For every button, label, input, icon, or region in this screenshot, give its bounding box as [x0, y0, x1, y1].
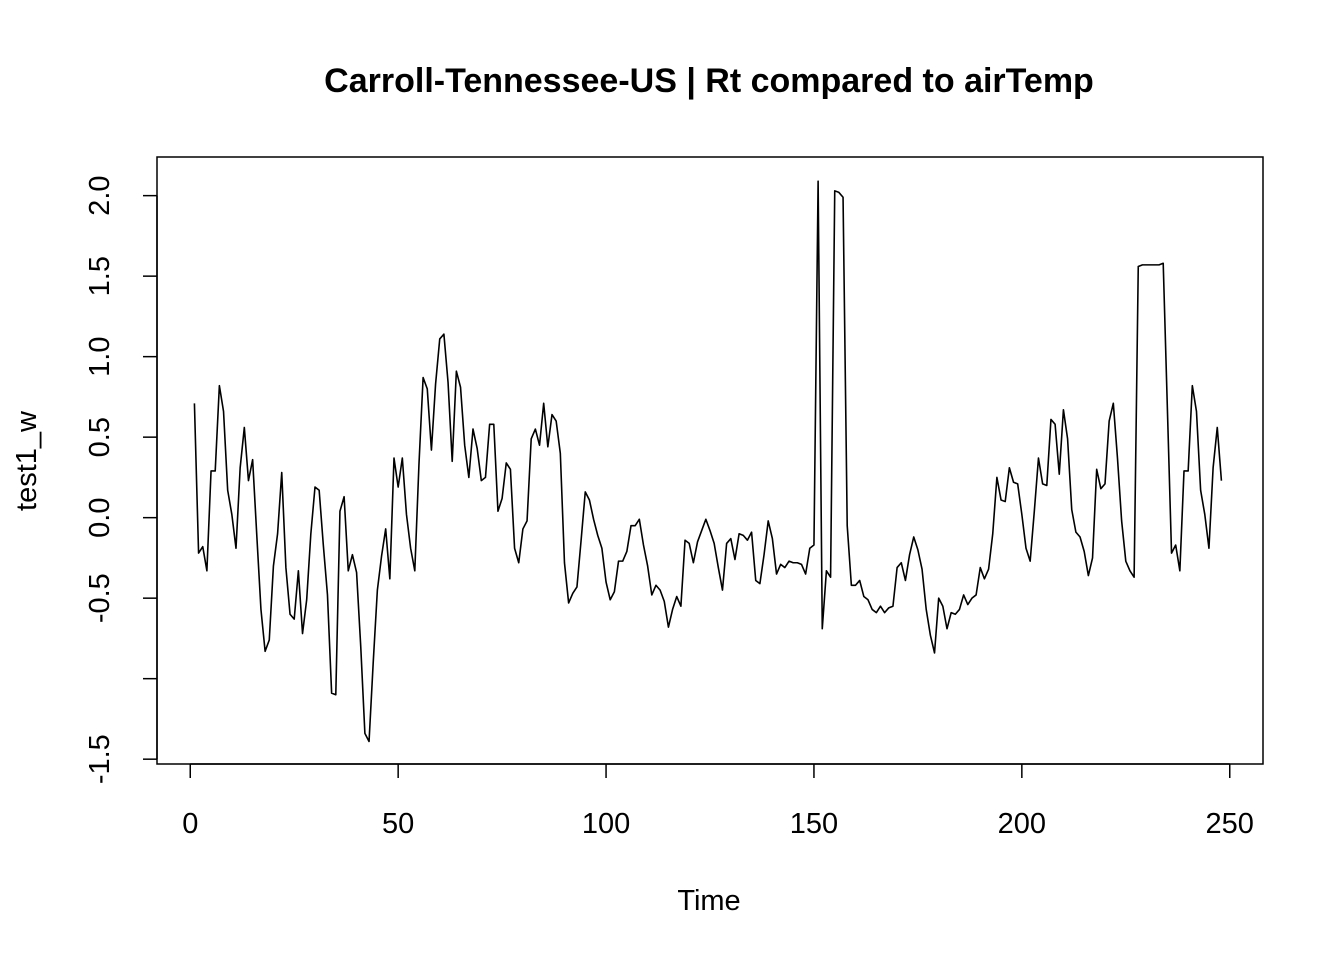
y-tick-label: 1.5 — [84, 256, 116, 296]
x-tick-label: 0 — [182, 808, 198, 840]
y-axis-label: test1_w — [11, 410, 43, 511]
x-tick-label: 150 — [790, 808, 838, 840]
y-tick-label: 1.0 — [84, 336, 116, 376]
x-tick-label: 250 — [1206, 808, 1254, 840]
x-tick-label: 50 — [382, 808, 414, 840]
x-axis-label: Time — [677, 885, 740, 917]
chart-title: Carroll-Tennessee-US | Rt compared to ai… — [324, 62, 1094, 100]
plot-frame — [156, 156, 1264, 765]
y-tick-label: 0.5 — [84, 417, 116, 457]
y-tick-label: -1.5 — [84, 734, 116, 784]
x-tick-label: 200 — [998, 808, 1046, 840]
y-tick-label: -0.5 — [84, 573, 116, 623]
series-layer — [193, 180, 1223, 743]
y-tick-label: 0.0 — [84, 497, 116, 537]
y-tick-label: 2.0 — [84, 175, 116, 215]
x-axis: 0 50 100 150 200 250 — [182, 763, 1254, 840]
series-line — [193, 180, 1223, 743]
x-tick-label: 100 — [582, 808, 630, 840]
y-axis: -1.5 -0.5 0.0 0.5 1.0 1.5 2.0 — [84, 175, 158, 784]
